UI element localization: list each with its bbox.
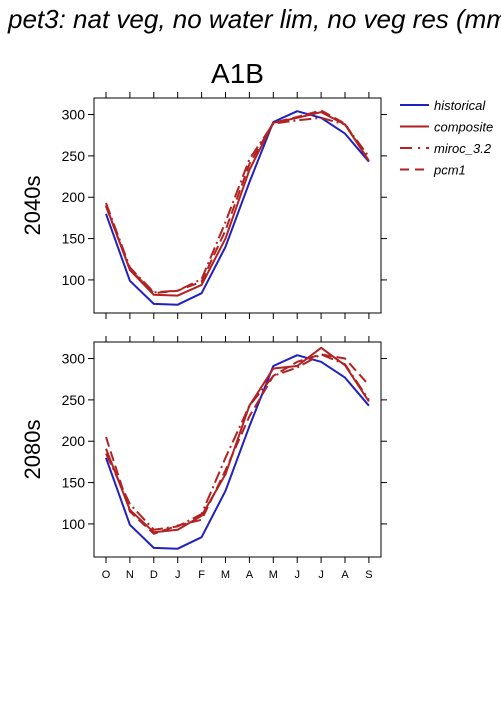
y-tick-label: 200 — [62, 433, 86, 449]
series-line-pcm1 — [105, 353, 370, 535]
y-axis-label: 2080s — [20, 420, 45, 480]
x-tick-label: M — [221, 569, 230, 581]
series-line-historical — [105, 354, 370, 550]
series-line-pcm1 — [105, 109, 370, 295]
x-tick-label: A — [246, 569, 254, 581]
page-title: pet3: nat veg, no water lim, no veg res … — [8, 4, 501, 34]
y-tick-label: 200 — [62, 189, 86, 205]
y-tick-label: 300 — [62, 107, 86, 123]
plot-frame — [93, 341, 382, 558]
y-tick-label: 250 — [62, 148, 86, 164]
legend-label: miroc_3.2 — [434, 141, 492, 156]
x-tick-label: N — [126, 569, 134, 581]
panel-title: A1B — [211, 58, 264, 89]
y-tick-label: 100 — [62, 272, 86, 288]
y-tick-label: 250 — [62, 392, 86, 408]
legend-label: pcm1 — [433, 163, 466, 178]
x-tick-label: O — [102, 569, 111, 581]
legend-label: historical — [434, 98, 486, 113]
series-line-composite — [105, 111, 370, 297]
x-tick-label: F — [198, 569, 205, 581]
x-tick-label: M — [269, 569, 278, 581]
y-tick-label: 100 — [62, 516, 86, 532]
legend: historical composite miroc_3.2 pcm1 — [400, 98, 493, 178]
y-axis-label: 2040s — [20, 176, 45, 236]
x-tick-label: J — [175, 569, 181, 581]
legend-label: composite — [434, 120, 493, 135]
x-tick-label: A — [341, 569, 349, 581]
y-tick-label: 300 — [62, 351, 86, 367]
x-tick-label: S — [365, 569, 372, 581]
y-tick-label: 150 — [62, 475, 86, 491]
series-line-composite — [105, 346, 370, 534]
x-tick-label: D — [150, 569, 158, 581]
x-tick-label: J — [318, 569, 324, 581]
series-line-historical — [105, 110, 370, 306]
y-tick-label: 150 — [62, 231, 86, 247]
x-tick-label: J — [294, 569, 300, 581]
plot-frame — [93, 97, 382, 314]
